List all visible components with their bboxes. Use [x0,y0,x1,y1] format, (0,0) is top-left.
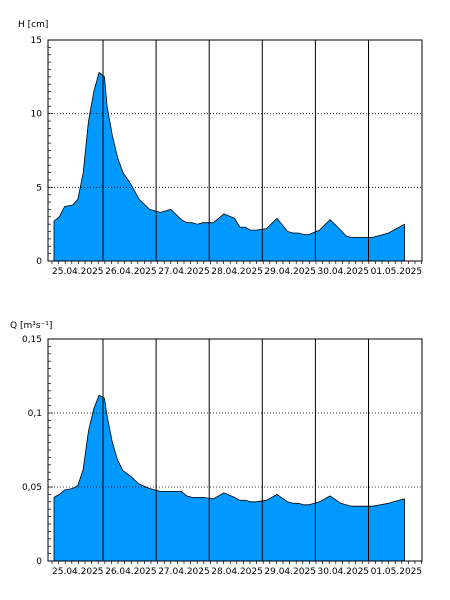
x-tick-label: 01.05.2025 [371,567,423,577]
y-tick-label: 0,1 [28,409,42,419]
x-tick-label: 27.04.2025 [158,567,210,577]
y-tick-label: 0 [36,257,42,267]
x-tick-label: 26.04.2025 [105,567,157,577]
y-tick-label: 0,15 [22,335,42,345]
x-tick-label: 30.04.2025 [318,567,370,577]
y-axis-title: Q [m³s⁻¹] [10,321,52,331]
y-tick-label: 0,05 [22,483,42,493]
y-axis-title: H [cm] [18,20,48,30]
x-tick-label: 25.04.2025 [52,567,104,577]
discharge-chart: 0 0,05 0,1 0,15 Q [m³s⁻¹] 25.04.2025 26.04.202… [10,321,423,577]
x-tick-label: 01.05.2025 [371,267,423,277]
x-tick-label: 27.04.2025 [158,267,210,277]
y-tick-label: 5 [36,183,42,193]
x-tick-label: 29.04.2025 [264,567,316,577]
x-tick-label: 28.04.2025 [211,267,263,277]
water-level-chart: 0 5 10 15 H [cm] 25.04.2025 26.04.2025 27.04.20… [18,20,423,277]
plot-frame [47,39,423,262]
series-area-0 [53,394,405,562]
x-tick-label: 25.04.2025 [52,267,104,277]
x-tick-label: 30.04.2025 [318,267,370,277]
series-area-0 [53,72,405,262]
x-tick-label: 29.04.2025 [264,267,316,277]
x-tick-label: 26.04.2025 [105,267,157,277]
plot-frame [47,338,423,562]
x-tick-label: 28.04.2025 [211,567,263,577]
y-tick-label: 15 [31,36,42,46]
y-tick-label: 0 [36,557,42,567]
y-tick-label: 10 [31,110,43,120]
